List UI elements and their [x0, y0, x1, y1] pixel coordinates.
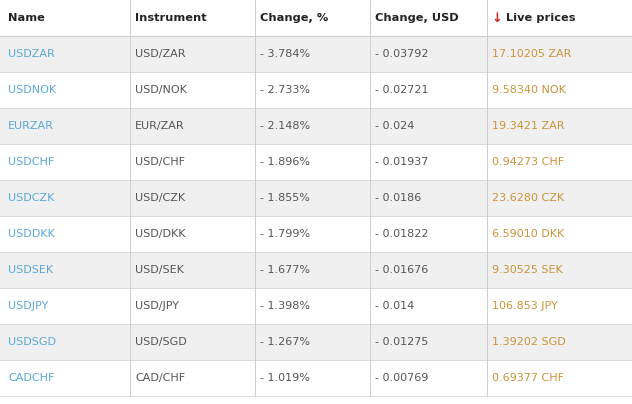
Text: - 1.398%: - 1.398% — [260, 301, 310, 311]
Bar — [0, 72, 632, 108]
Bar — [0, 144, 632, 180]
Text: CAD/CHF: CAD/CHF — [135, 373, 185, 383]
Text: Live prices: Live prices — [506, 13, 576, 23]
Text: - 2.148%: - 2.148% — [260, 121, 310, 131]
Text: 17.10205 ZAR: 17.10205 ZAR — [492, 49, 571, 59]
Text: 0.69377 CHF: 0.69377 CHF — [492, 373, 564, 383]
Text: 106.853 JPY: 106.853 JPY — [492, 301, 558, 311]
Text: ↓: ↓ — [492, 11, 502, 25]
Text: - 1.019%: - 1.019% — [260, 373, 310, 383]
Text: USD/CZK: USD/CZK — [135, 193, 185, 203]
Bar — [0, 180, 632, 216]
Text: EUR/ZAR: EUR/ZAR — [135, 121, 185, 131]
Text: USD/NOK: USD/NOK — [135, 85, 187, 95]
Text: USDSGD: USDSGD — [8, 337, 56, 347]
Bar — [0, 36, 632, 72]
Text: USDCHF: USDCHF — [8, 157, 54, 167]
Text: Instrument: Instrument — [135, 13, 207, 23]
Text: - 0.01822: - 0.01822 — [375, 229, 428, 239]
Bar — [0, 360, 632, 396]
Text: - 1.799%: - 1.799% — [260, 229, 310, 239]
Text: USD/DKK: USD/DKK — [135, 229, 186, 239]
Text: USDDKK: USDDKK — [8, 229, 55, 239]
Text: - 1.855%: - 1.855% — [260, 193, 310, 203]
Bar — [0, 216, 632, 252]
Text: - 2.733%: - 2.733% — [260, 85, 310, 95]
Text: - 0.01676: - 0.01676 — [375, 265, 428, 275]
Text: - 1.896%: - 1.896% — [260, 157, 310, 167]
Text: USD/CHF: USD/CHF — [135, 157, 185, 167]
Text: 19.3421 ZAR: 19.3421 ZAR — [492, 121, 564, 131]
Text: 23.6280 CZK: 23.6280 CZK — [492, 193, 564, 203]
Text: USDZAR: USDZAR — [8, 49, 55, 59]
Bar — [0, 324, 632, 360]
Bar — [0, 108, 632, 144]
Text: USDJPY: USDJPY — [8, 301, 48, 311]
Text: Change, %: Change, % — [260, 13, 328, 23]
Text: USD/JPY: USD/JPY — [135, 301, 179, 311]
Text: - 0.024: - 0.024 — [375, 121, 415, 131]
Bar — [0, 252, 632, 288]
Text: 9.30525 SEK: 9.30525 SEK — [492, 265, 562, 275]
Text: 1.39202 SGD: 1.39202 SGD — [492, 337, 566, 347]
Bar — [0, 0, 632, 36]
Text: CADCHF: CADCHF — [8, 373, 54, 383]
Text: USD/SEK: USD/SEK — [135, 265, 184, 275]
Text: USD/SGD: USD/SGD — [135, 337, 186, 347]
Text: Change, USD: Change, USD — [375, 13, 459, 23]
Text: EURZAR: EURZAR — [8, 121, 54, 131]
Text: USD/ZAR: USD/ZAR — [135, 49, 186, 59]
Text: 9.58340 NOK: 9.58340 NOK — [492, 85, 566, 95]
Text: - 0.02721: - 0.02721 — [375, 85, 428, 95]
Text: - 1.267%: - 1.267% — [260, 337, 310, 347]
Text: USDCZK: USDCZK — [8, 193, 54, 203]
Text: Name: Name — [8, 13, 45, 23]
Text: - 0.03792: - 0.03792 — [375, 49, 428, 59]
Text: - 0.014: - 0.014 — [375, 301, 414, 311]
Text: - 0.00769: - 0.00769 — [375, 373, 428, 383]
Text: - 0.01937: - 0.01937 — [375, 157, 428, 167]
Text: 0.94273 CHF: 0.94273 CHF — [492, 157, 564, 167]
Text: - 0.0186: - 0.0186 — [375, 193, 422, 203]
Text: - 1.677%: - 1.677% — [260, 265, 310, 275]
Text: - 3.784%: - 3.784% — [260, 49, 310, 59]
Text: - 0.01275: - 0.01275 — [375, 337, 428, 347]
Text: 6.59010 DKK: 6.59010 DKK — [492, 229, 564, 239]
Bar — [0, 288, 632, 324]
Text: USDNOK: USDNOK — [8, 85, 56, 95]
Text: USDSEK: USDSEK — [8, 265, 53, 275]
